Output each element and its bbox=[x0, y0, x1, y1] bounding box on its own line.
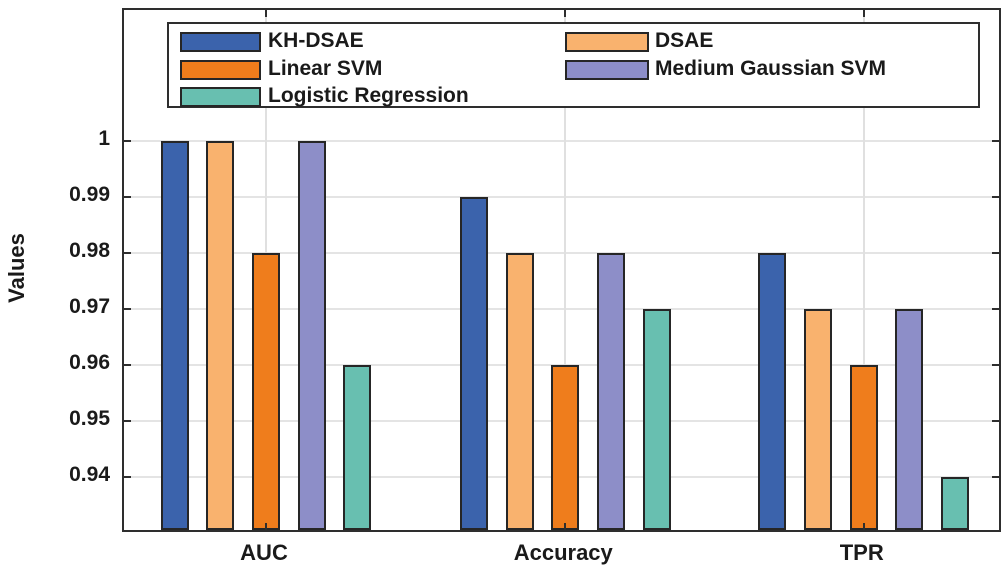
bar-tpr-medium-gaussian-svm bbox=[895, 309, 924, 530]
bar-auc-dsae bbox=[206, 141, 235, 530]
bar-tpr-dsae bbox=[804, 309, 833, 530]
vertical-gridline bbox=[564, 10, 567, 530]
y-axis-tick bbox=[992, 364, 999, 367]
bar-auc-medium-gaussian-svm bbox=[297, 141, 326, 530]
bar-auc-logistic-regression bbox=[343, 365, 372, 530]
legend-swatch-dsae bbox=[565, 32, 649, 52]
legend-label-medium-gaussian-svm: Medium Gaussian SVM bbox=[655, 56, 887, 80]
y-tick-label: 0.98 bbox=[69, 239, 110, 263]
horizontal-gridline bbox=[124, 252, 999, 255]
legend-swatch-kh-dsae bbox=[180, 32, 261, 52]
bar-auc-linear-svm bbox=[252, 253, 280, 530]
y-tick-label: 0.95 bbox=[69, 407, 110, 431]
legend-label-logistic-regression: Logistic Regression bbox=[268, 84, 469, 108]
horizontal-gridline bbox=[124, 140, 999, 143]
y-tick-label: 0.96 bbox=[69, 351, 110, 375]
legend-swatch-logistic-regression bbox=[180, 87, 261, 108]
bar-tpr-logistic-regression bbox=[941, 477, 970, 530]
x-axis-tick bbox=[862, 10, 865, 17]
y-axis-label: Values bbox=[2, 8, 32, 528]
legend-label-dsae: DSAE bbox=[655, 29, 714, 52]
y-axis-tick bbox=[992, 140, 999, 143]
legend-label-kh-dsae: KH-DSAE bbox=[268, 29, 364, 52]
bar-accuracy-medium-gaussian-svm bbox=[596, 253, 625, 530]
y-axis-tick bbox=[992, 196, 999, 199]
legend-swatch-linear-svm bbox=[180, 59, 261, 80]
y-axis-tick bbox=[124, 364, 131, 367]
x-axis-tick bbox=[265, 523, 267, 530]
y-axis-tick bbox=[992, 476, 999, 479]
y-axis-tick bbox=[124, 140, 131, 143]
y-axis-tick bbox=[124, 196, 131, 199]
horizontal-gridline bbox=[124, 196, 999, 199]
bar-accuracy-logistic-regression bbox=[642, 309, 671, 530]
y-tick-label: 0.97 bbox=[69, 295, 110, 319]
y-axis-tick bbox=[124, 308, 131, 311]
bar-accuracy-linear-svm bbox=[551, 365, 580, 530]
y-axis-tick bbox=[124, 252, 131, 255]
x-axis-tick bbox=[862, 523, 865, 530]
y-axis-tick bbox=[124, 476, 131, 479]
y-tick-label: 0.94 bbox=[69, 463, 110, 487]
bar-accuracy-kh-dsae bbox=[459, 197, 488, 530]
y-axis-tick bbox=[992, 308, 999, 311]
x-tick-label-auc: AUC bbox=[240, 540, 288, 565]
bar-auc-kh-dsae bbox=[160, 141, 189, 530]
y-tick-label: 1 bbox=[98, 127, 110, 151]
bar-tpr-kh-dsae bbox=[758, 253, 787, 530]
legend-swatch-medium-gaussian-svm bbox=[565, 59, 649, 80]
vertical-gridline bbox=[862, 10, 865, 530]
legend: KH-DSAE Linear SVM Logistic Regression DSAE… bbox=[167, 22, 980, 108]
horizontal-gridline bbox=[124, 308, 999, 311]
x-axis-tick bbox=[564, 523, 567, 530]
y-axis-tick bbox=[992, 252, 999, 255]
x-axis-tick bbox=[265, 10, 267, 17]
bar-accuracy-dsae bbox=[505, 253, 534, 530]
legend-label-linear-svm: Linear SVM bbox=[268, 56, 383, 80]
x-axis-tick bbox=[564, 10, 567, 17]
y-axis-tick bbox=[992, 420, 999, 423]
y-tick-label: 0.99 bbox=[69, 183, 110, 207]
x-tick-label-accuracy: Accuracy bbox=[513, 540, 613, 565]
y-axis-tick bbox=[124, 420, 131, 423]
x-tick-label-tpr: TPR bbox=[839, 540, 884, 565]
bar-tpr-linear-svm bbox=[849, 365, 878, 530]
